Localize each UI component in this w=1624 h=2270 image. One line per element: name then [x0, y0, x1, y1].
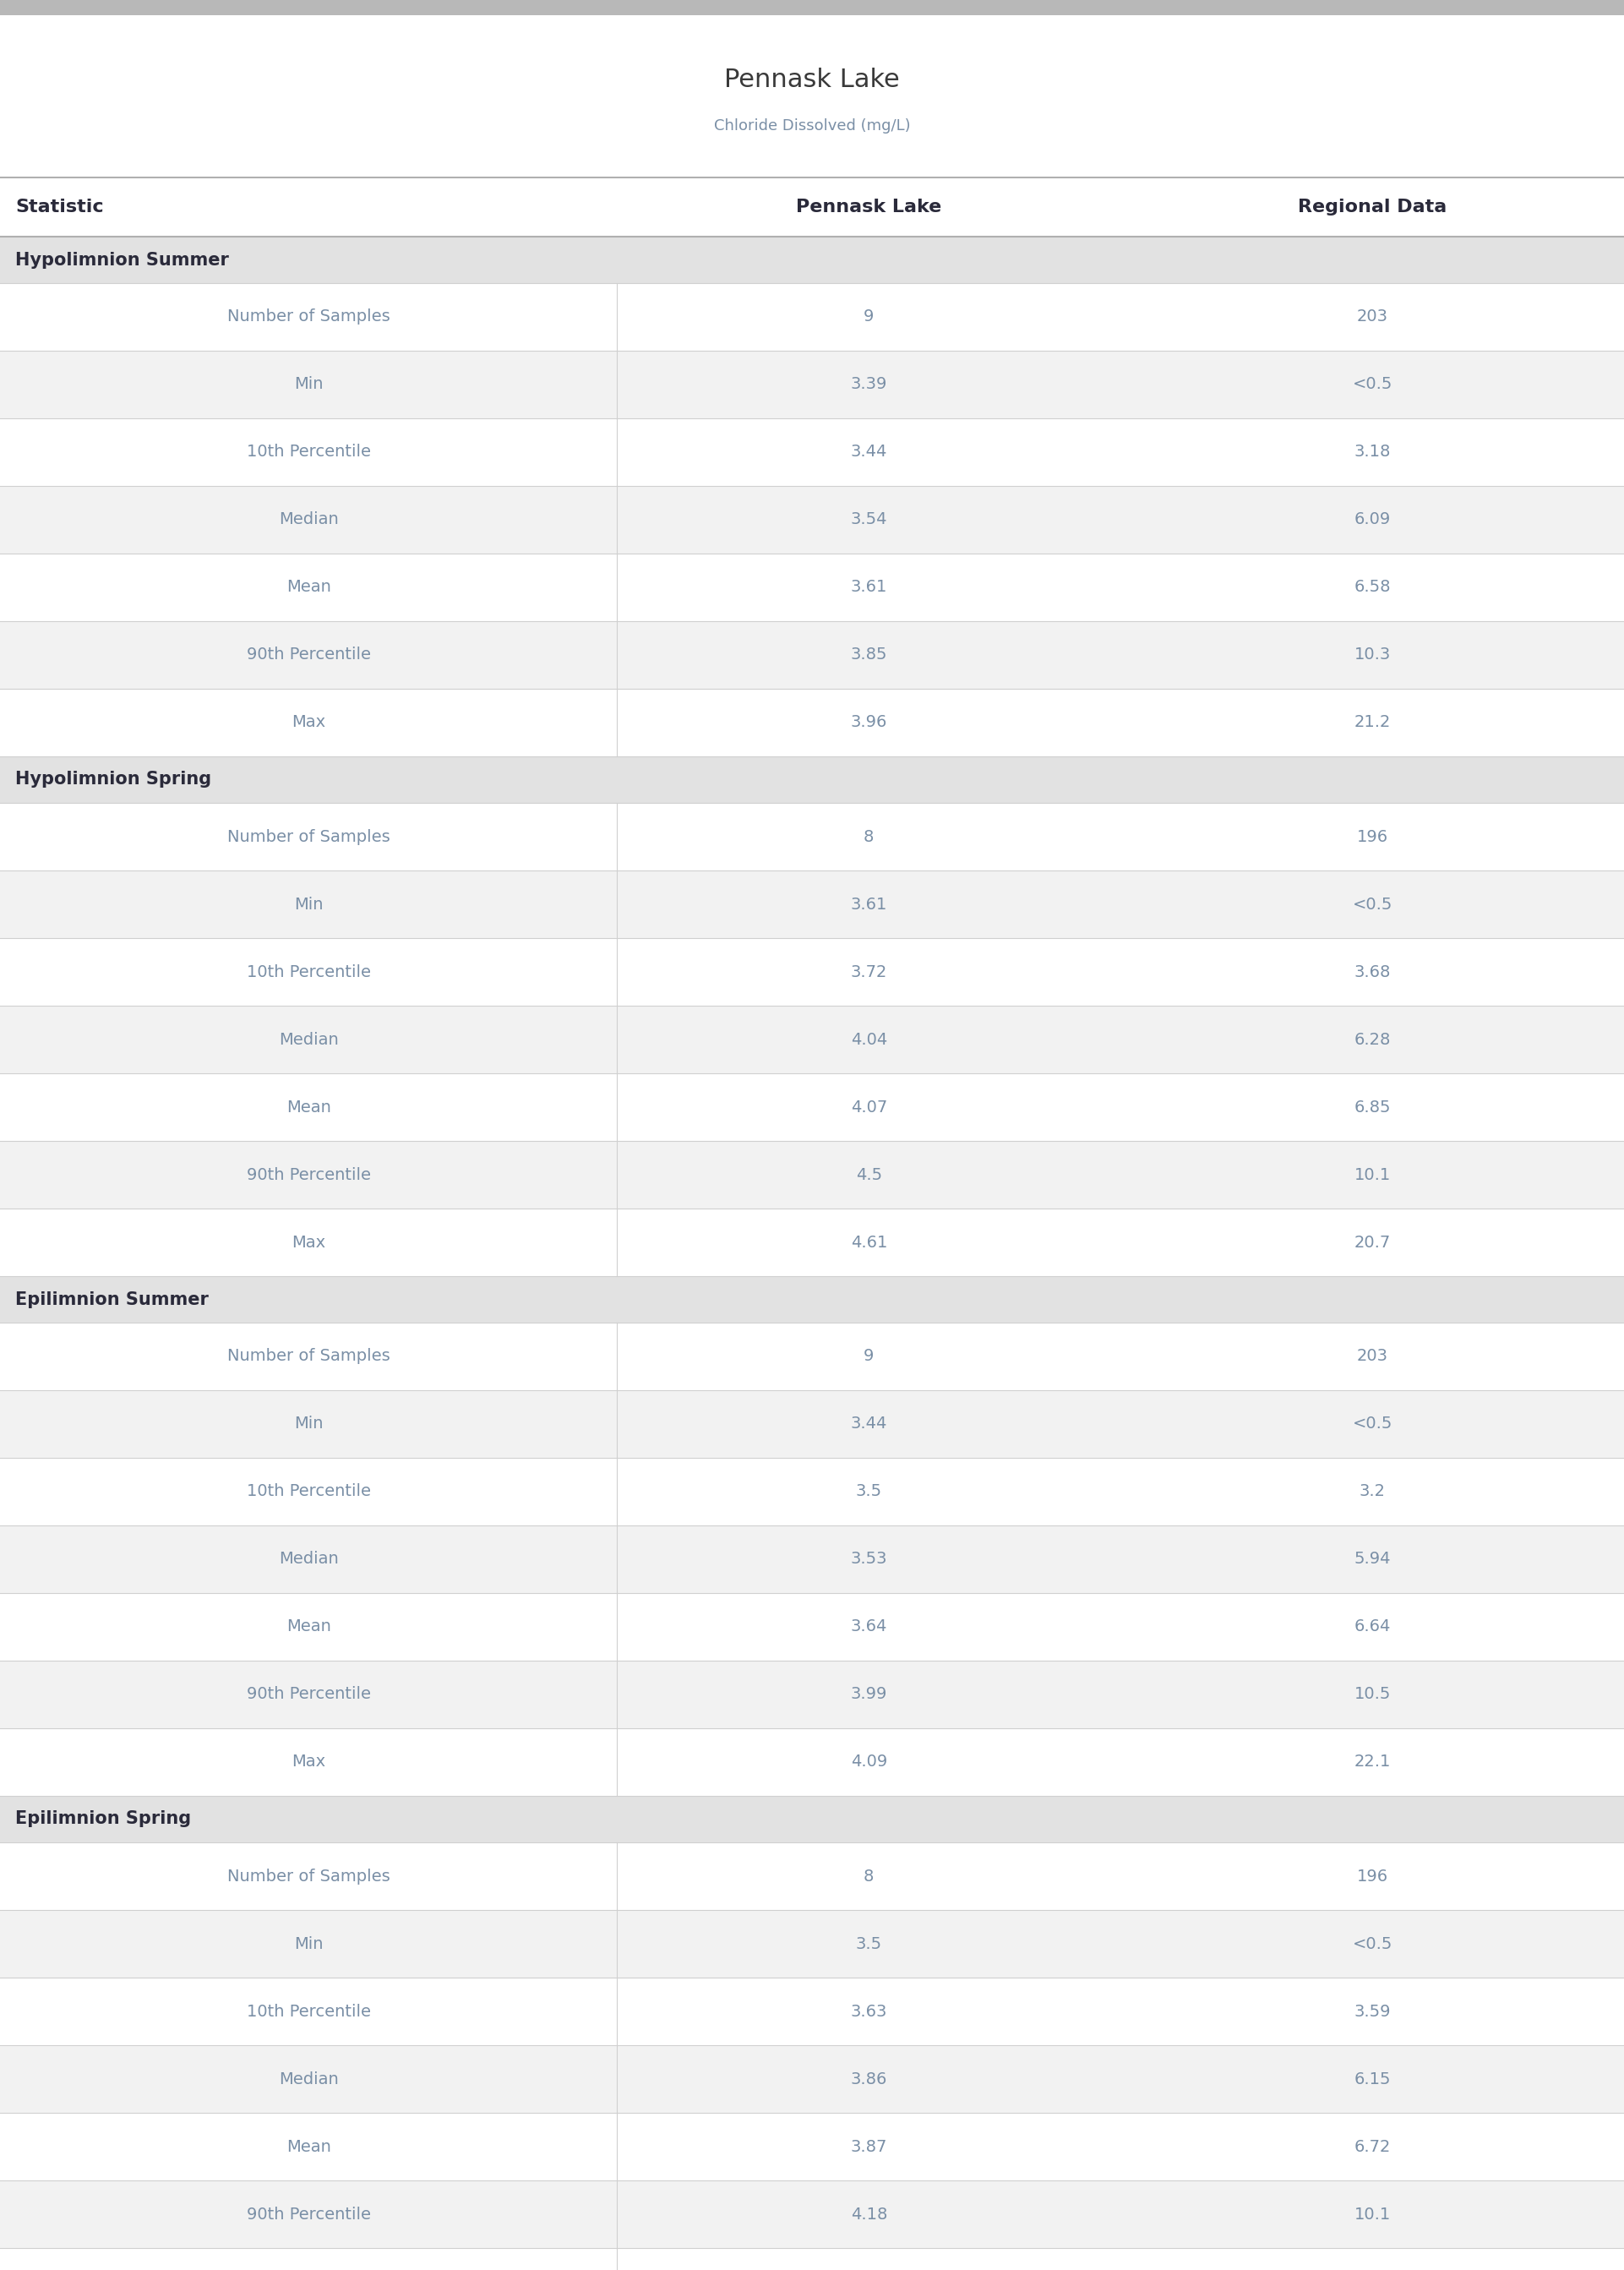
Text: 196: 196 — [1356, 1868, 1389, 1884]
Text: 9: 9 — [864, 1348, 874, 1364]
Text: 3.5: 3.5 — [856, 1936, 882, 1952]
Text: 22.1: 22.1 — [1354, 1755, 1390, 1771]
Text: Pennask Lake: Pennask Lake — [796, 197, 942, 216]
Text: Epilimnion Summer: Epilimnion Summer — [15, 1292, 208, 1308]
Text: Min: Min — [294, 377, 323, 393]
Text: Mean: Mean — [286, 1099, 331, 1115]
Text: 10th Percentile: 10th Percentile — [247, 965, 370, 981]
Text: 90th Percentile: 90th Percentile — [247, 647, 370, 663]
Text: 6.09: 6.09 — [1354, 511, 1390, 529]
Text: 90th Percentile: 90th Percentile — [247, 2206, 370, 2222]
Text: 3.54: 3.54 — [851, 511, 887, 529]
Text: Mean: Mean — [286, 579, 331, 595]
Text: 3.64: 3.64 — [851, 1619, 887, 1634]
Text: Pennask Lake: Pennask Lake — [724, 68, 900, 93]
Text: 6.85: 6.85 — [1354, 1099, 1390, 1115]
Text: Min: Min — [294, 1416, 323, 1432]
Text: Min: Min — [294, 1936, 323, 1952]
Text: 4.61: 4.61 — [851, 1235, 887, 1251]
Text: 3.59: 3.59 — [1354, 2004, 1390, 2020]
Text: 4.04: 4.04 — [851, 1031, 887, 1046]
Text: 10.3: 10.3 — [1354, 647, 1390, 663]
Text: Number of Samples: Number of Samples — [227, 1348, 390, 1364]
Text: 3.5: 3.5 — [856, 1485, 882, 1500]
Text: Median: Median — [279, 2070, 338, 2086]
Text: Max: Max — [292, 715, 325, 731]
Text: 3.85: 3.85 — [851, 647, 887, 663]
Text: 4.18: 4.18 — [851, 2206, 887, 2222]
Text: 4.07: 4.07 — [851, 1099, 887, 1115]
Text: <0.5: <0.5 — [1353, 1416, 1392, 1432]
Text: Max: Max — [292, 1755, 325, 1771]
Text: Chloride Dissolved (mg/L): Chloride Dissolved (mg/L) — [713, 118, 911, 134]
Text: 3.39: 3.39 — [851, 377, 887, 393]
Text: Hypolimnion Summer: Hypolimnion Summer — [15, 252, 229, 268]
Text: 6.58: 6.58 — [1354, 579, 1390, 595]
Text: 8: 8 — [864, 829, 874, 844]
Text: 3.86: 3.86 — [851, 2070, 887, 2086]
Text: 10th Percentile: 10th Percentile — [247, 2004, 370, 2020]
Text: 196: 196 — [1356, 829, 1389, 844]
Text: 5.94: 5.94 — [1354, 1550, 1390, 1566]
Text: 3.99: 3.99 — [851, 1687, 887, 1702]
Text: 6.15: 6.15 — [1354, 2070, 1390, 2086]
Text: 10.1: 10.1 — [1354, 2206, 1390, 2222]
Text: 203: 203 — [1356, 1348, 1389, 1364]
Text: 90th Percentile: 90th Percentile — [247, 1687, 370, 1702]
Text: <0.5: <0.5 — [1353, 897, 1392, 913]
Text: 3.61: 3.61 — [851, 579, 887, 595]
Text: 6.64: 6.64 — [1354, 1619, 1390, 1634]
Text: 3.44: 3.44 — [851, 445, 887, 461]
Text: Hypolimnion Spring: Hypolimnion Spring — [15, 772, 211, 788]
Text: Mean: Mean — [286, 2138, 331, 2154]
Text: 4.5: 4.5 — [856, 1167, 882, 1183]
Text: 3.96: 3.96 — [851, 715, 887, 731]
Text: Median: Median — [279, 511, 338, 529]
Text: Statistic: Statistic — [15, 197, 104, 216]
Text: Min: Min — [294, 897, 323, 913]
Text: 3.53: 3.53 — [851, 1550, 887, 1566]
Text: 3.44: 3.44 — [851, 1416, 887, 1432]
Text: 4.09: 4.09 — [851, 1755, 887, 1771]
Text: 10th Percentile: 10th Percentile — [247, 445, 370, 461]
Text: 3.87: 3.87 — [851, 2138, 887, 2154]
Text: Max: Max — [292, 1235, 325, 1251]
Text: Number of Samples: Number of Samples — [227, 309, 390, 325]
Text: Regional Data: Regional Data — [1298, 197, 1447, 216]
Text: Mean: Mean — [286, 1619, 331, 1634]
Text: 21.2: 21.2 — [1354, 715, 1390, 731]
Text: 90th Percentile: 90th Percentile — [247, 1167, 370, 1183]
Text: Number of Samples: Number of Samples — [227, 829, 390, 844]
Text: 8: 8 — [864, 1868, 874, 1884]
Text: <0.5: <0.5 — [1353, 1936, 1392, 1952]
Text: <0.5: <0.5 — [1353, 377, 1392, 393]
Text: 3.63: 3.63 — [851, 2004, 887, 2020]
Text: 3.72: 3.72 — [851, 965, 887, 981]
Text: Number of Samples: Number of Samples — [227, 1868, 390, 1884]
Text: Median: Median — [279, 1031, 338, 1046]
Text: 3.2: 3.2 — [1359, 1485, 1385, 1500]
Text: 10.5: 10.5 — [1354, 1687, 1390, 1702]
Text: 203: 203 — [1356, 309, 1389, 325]
Text: 6.72: 6.72 — [1354, 2138, 1390, 2154]
Text: 10.1: 10.1 — [1354, 1167, 1390, 1183]
Text: Median: Median — [279, 1550, 338, 1566]
Text: 3.68: 3.68 — [1354, 965, 1390, 981]
Text: 6.28: 6.28 — [1354, 1031, 1390, 1046]
Text: 10th Percentile: 10th Percentile — [247, 1485, 370, 1500]
Text: 3.18: 3.18 — [1354, 445, 1390, 461]
Text: 3.61: 3.61 — [851, 897, 887, 913]
Text: 20.7: 20.7 — [1354, 1235, 1390, 1251]
Text: 9: 9 — [864, 309, 874, 325]
Text: Epilimnion Spring: Epilimnion Spring — [15, 1811, 192, 1827]
